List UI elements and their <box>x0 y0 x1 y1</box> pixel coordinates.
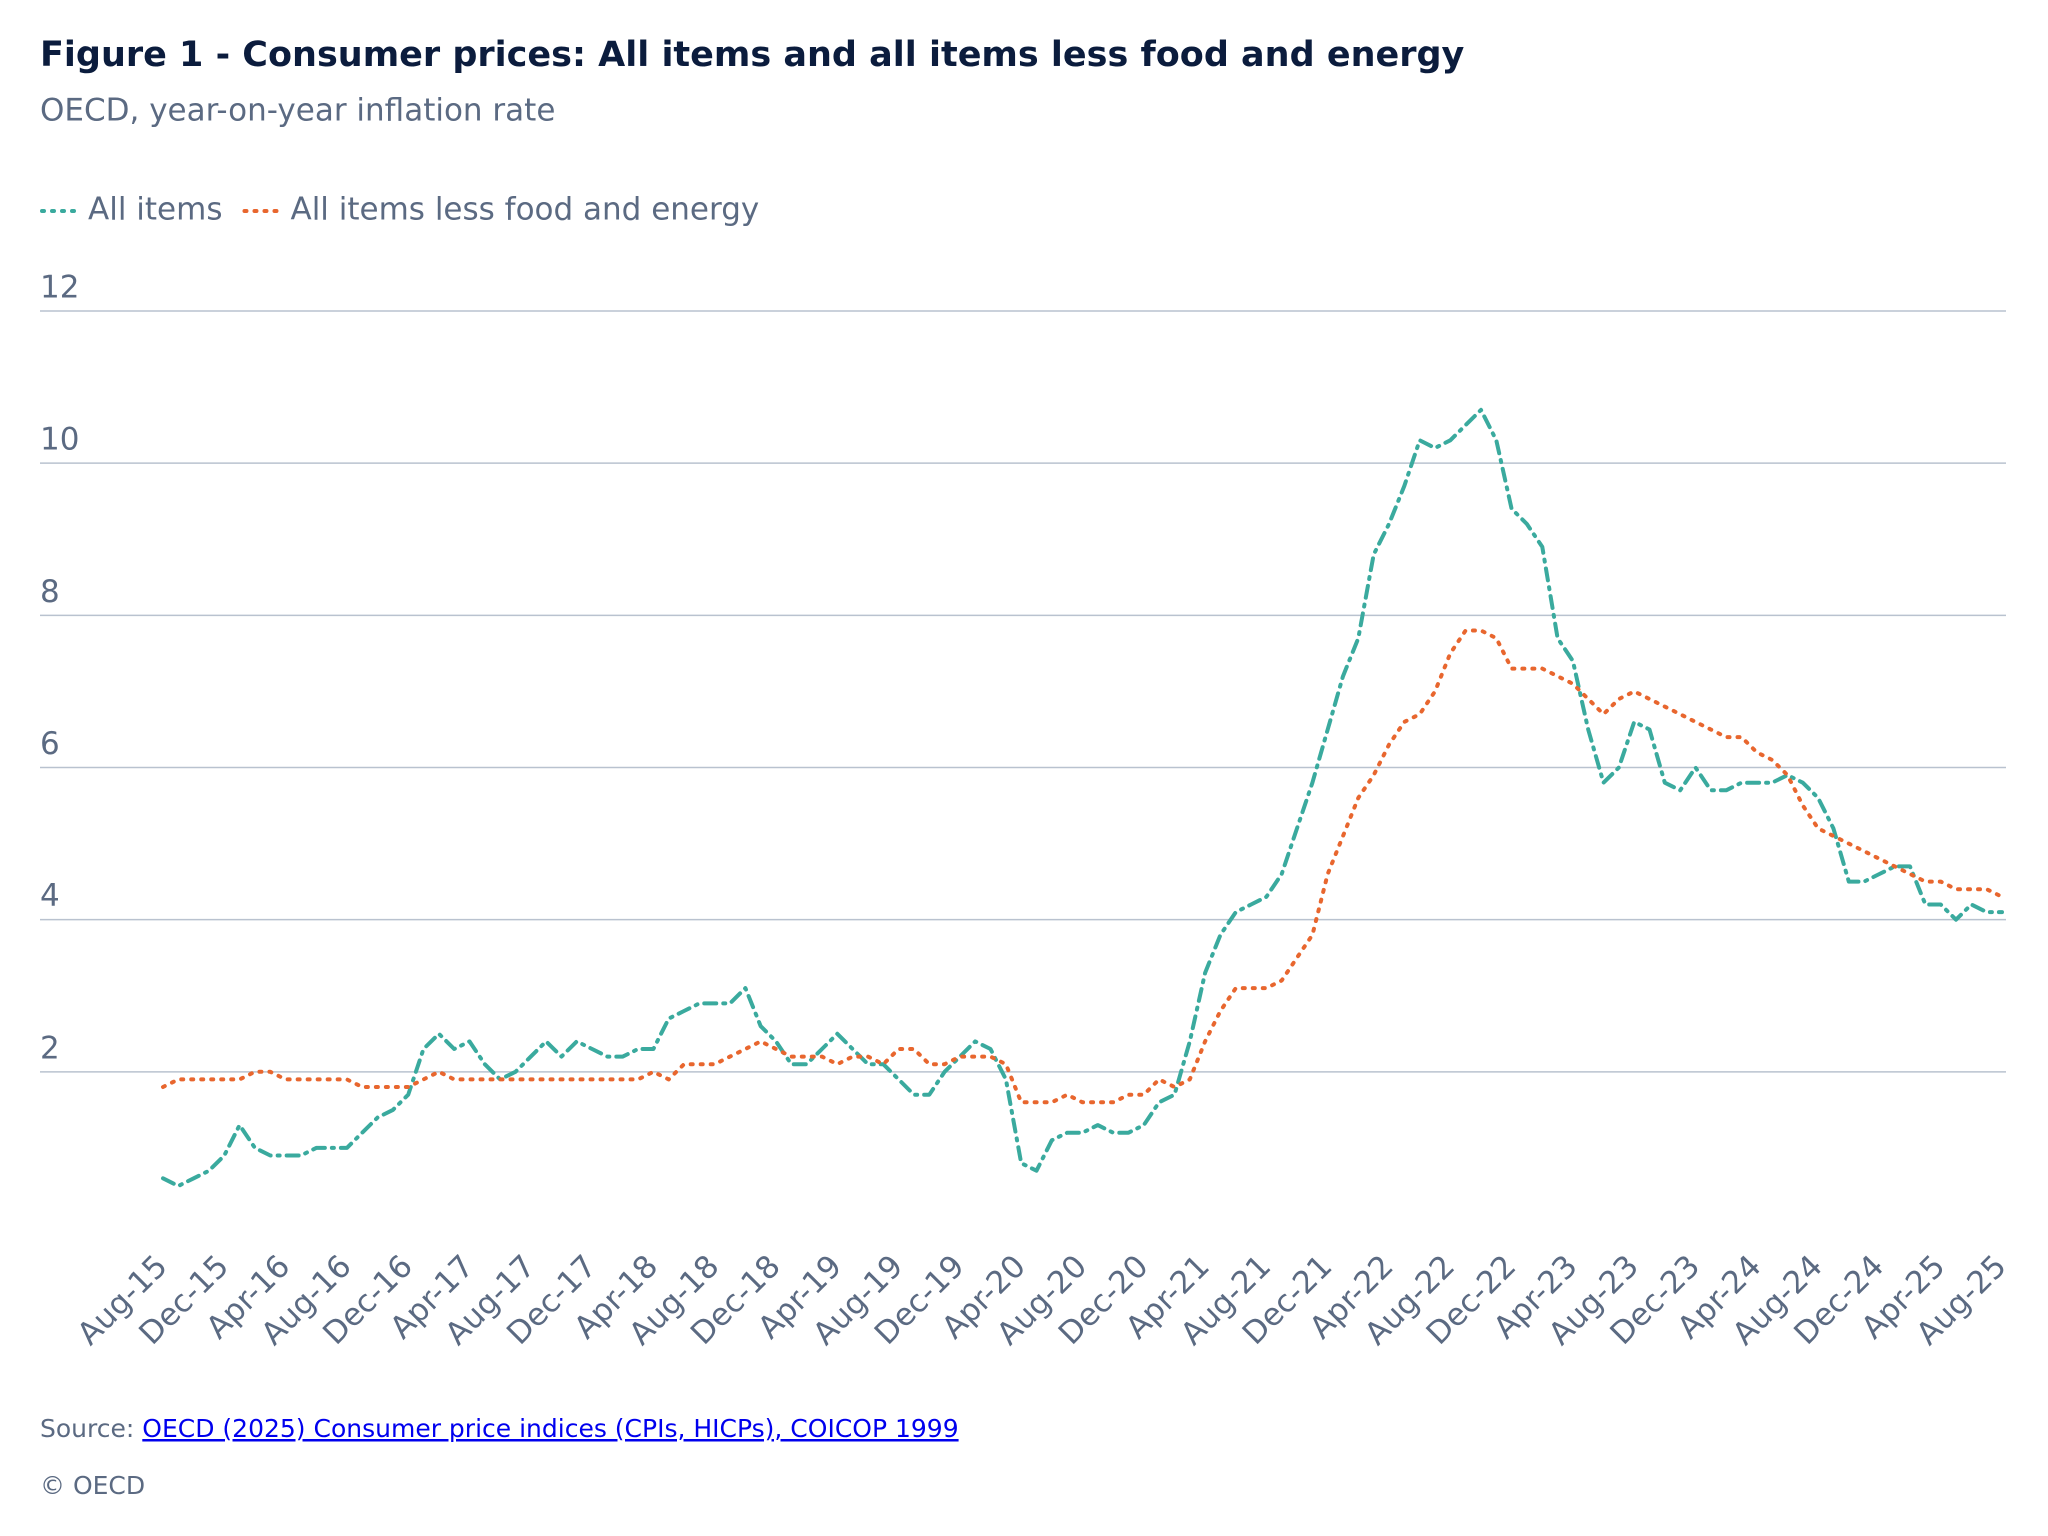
source-link[interactable]: OECD (2025) Consumer price indices (CPIs… <box>142 1414 958 1443</box>
legend-label: All items less food and energy <box>290 192 759 228</box>
y-tick-label: 12 <box>40 270 79 306</box>
line-series <box>161 628 2004 1105</box>
source-label: Source: <box>40 1414 134 1443</box>
line-series <box>161 407 2004 1188</box>
y-tick-label: 2 <box>40 1030 60 1066</box>
legend-label: All items <box>88 192 222 228</box>
y-tick-label: 8 <box>40 574 60 610</box>
chart-subtitle: OECD, year-on-year inflation rate <box>40 93 555 129</box>
y-tick-label: 6 <box>40 726 60 762</box>
chart-title: Figure 1 - Consumer prices: All items an… <box>40 35 1465 75</box>
y-tick-label: 10 <box>40 422 79 458</box>
copyright: © OECD <box>40 1471 145 1500</box>
y-tick-label: 4 <box>40 878 60 914</box>
